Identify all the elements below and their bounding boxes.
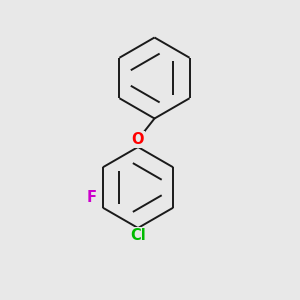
Text: Cl: Cl (130, 228, 146, 243)
Text: F: F (86, 190, 97, 206)
Text: O: O (132, 132, 144, 147)
